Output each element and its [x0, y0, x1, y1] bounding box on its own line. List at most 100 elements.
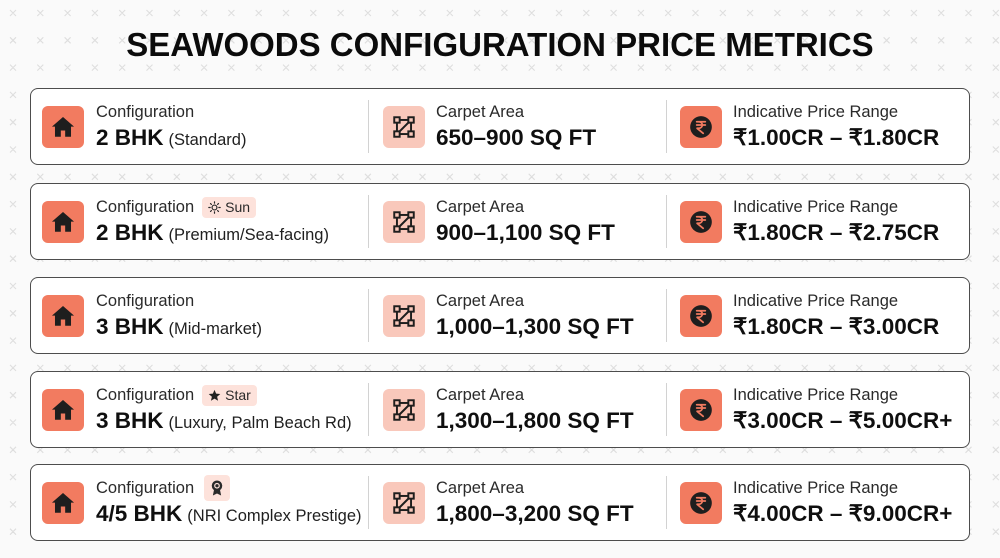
home-icon: [42, 105, 84, 148]
badge-label: Star: [225, 387, 251, 403]
price-range-label: Indicative Price Range: [733, 291, 899, 310]
configuration-value: 3 BHK (Luxury, Palm Beach Rd): [96, 408, 352, 434]
configuration-header: Configuration Sun: [96, 196, 257, 218]
configuration-note: (Standard): [168, 131, 247, 149]
carpet-area-range: 900–1,100 SQ FT: [436, 220, 615, 245]
price-range-label: Indicative Price Range: [733, 197, 899, 216]
star-icon: [208, 389, 221, 402]
configuration-header: Configuration: [96, 475, 231, 501]
price-range-value: ₹1.00CR – ₹1.80CR: [733, 125, 939, 151]
carpet-area-header: Carpet Area: [436, 478, 524, 498]
area-icon: [383, 200, 425, 243]
configuration-label: Configuration: [96, 197, 195, 216]
price-range-header: Indicative Price Range: [733, 385, 898, 405]
configuration-note: (Premium/Sea-facing): [168, 226, 329, 244]
configuration-header: Configuration: [96, 291, 194, 311]
column-divider: [368, 100, 369, 153]
price-range-header: Indicative Price Range: [733, 102, 898, 122]
price-range-label: Indicative Price Range: [733, 102, 899, 121]
price-range-label: Indicative Price Range: [733, 478, 899, 497]
home-icon: [42, 388, 84, 431]
configuration-value: 2 BHK (Premium/Sea-facing): [96, 220, 329, 246]
price-range-value: ₹3.00CR – ₹5.00CR+: [733, 408, 952, 434]
star-badge: Star: [202, 384, 257, 406]
column-divider: [666, 289, 667, 342]
configuration-note: (Luxury, Palm Beach Rd): [168, 414, 352, 432]
configuration-value: 4/5 BHK (NRI Complex Prestige): [96, 501, 362, 527]
sun-badge: Sun: [202, 196, 257, 218]
area-icon: [383, 105, 425, 148]
configuration-type: 2 BHK: [96, 125, 164, 150]
configuration-label: Configuration: [96, 102, 195, 121]
award-icon: [208, 479, 226, 497]
column-divider: [666, 476, 667, 529]
column-divider: [666, 383, 667, 436]
carpet-area-range: 1,300–1,800 SQ FT: [436, 408, 634, 433]
configuration-type: 2 BHK: [96, 220, 164, 245]
rupee-icon: [680, 294, 722, 337]
carpet-area-range: 1,800–3,200 SQ FT: [436, 501, 634, 526]
config-row: Configuration Star 3 BHK (Luxury, Palm Beac…: [30, 371, 970, 448]
price-range-value: ₹4.00CR – ₹9.00CR+: [733, 501, 952, 527]
configuration-label: Configuration: [96, 478, 195, 497]
configuration-label: Configuration: [96, 291, 195, 310]
configuration-value: 2 BHK (Standard): [96, 125, 246, 151]
configuration-type: 3 BHK: [96, 314, 164, 339]
carpet-area-label: Carpet Area: [436, 478, 525, 497]
price-range-value: ₹1.80CR – ₹2.75CR: [733, 220, 939, 246]
carpet-area-range: 1,000–1,300 SQ FT: [436, 314, 634, 339]
carpet-area-range: 650–900 SQ FT: [436, 125, 597, 150]
column-divider: [666, 195, 667, 248]
configuration-type: 3 BHK: [96, 408, 164, 433]
price-range-amount: ₹1.00CR – ₹1.80CR: [733, 125, 940, 150]
column-divider: [368, 383, 369, 436]
config-row: Configuration 2 BHK (Standard) Carpet Area 6…: [30, 88, 970, 165]
area-icon: [383, 294, 425, 337]
carpet-area-header: Carpet Area: [436, 197, 524, 217]
carpet-area-value: 1,000–1,300 SQ FT: [436, 314, 634, 340]
price-range-amount: ₹1.80CR – ₹2.75CR: [733, 220, 940, 245]
price-range-header: Indicative Price Range: [733, 478, 898, 498]
config-row: Configuration 4/5 BHK (NRI Complex Prestig…: [30, 464, 970, 541]
carpet-area-value: 1,800–3,200 SQ FT: [436, 501, 634, 527]
column-divider: [368, 476, 369, 529]
configuration-label: Configuration: [96, 385, 195, 404]
column-divider: [368, 195, 369, 248]
carpet-area-label: Carpet Area: [436, 291, 525, 310]
column-divider: [666, 100, 667, 153]
configuration-value: 3 BHK (Mid-market): [96, 314, 262, 340]
home-icon: [42, 200, 84, 243]
column-divider: [368, 289, 369, 342]
configuration-header: Configuration Star: [96, 384, 257, 406]
price-range-label: Indicative Price Range: [733, 385, 899, 404]
rupee-icon: [680, 200, 722, 243]
page-title: SEAWOODS CONFIGURATION PRICE METRICS: [126, 26, 874, 63]
config-row: Configuration Sun 2 BHK (Premium/Sea-facing…: [30, 183, 970, 260]
price-range-amount: ₹1.80CR – ₹3.00CR: [733, 314, 940, 339]
rupee-icon: [680, 105, 722, 148]
carpet-area-value: 900–1,100 SQ FT: [436, 220, 615, 246]
price-range-amount: ₹3.00CR – ₹5.00CR+: [733, 408, 953, 433]
area-icon: [383, 481, 425, 524]
carpet-area-label: Carpet Area: [436, 385, 525, 404]
rupee-icon: [680, 388, 722, 431]
home-icon: [42, 481, 84, 524]
carpet-area-label: Carpet Area: [436, 102, 525, 121]
award-badge: [204, 475, 231, 501]
config-row: Configuration 3 BHK (Mid-market) Carpet Are…: [30, 277, 970, 354]
sun-icon: [208, 200, 221, 214]
configuration-header: Configuration: [96, 102, 194, 122]
price-range-header: Indicative Price Range: [733, 197, 898, 217]
configuration-note: (Mid-market): [168, 320, 263, 338]
carpet-area-value: 650–900 SQ FT: [436, 125, 596, 151]
home-icon: [42, 294, 84, 337]
carpet-area-value: 1,300–1,800 SQ FT: [436, 408, 634, 434]
configuration-type: 4/5 BHK: [96, 501, 183, 526]
carpet-area-header: Carpet Area: [436, 102, 524, 122]
carpet-area-label: Carpet Area: [436, 197, 525, 216]
configuration-note: (NRI Complex Prestige): [187, 507, 362, 525]
price-range-amount: ₹4.00CR – ₹9.00CR+: [733, 501, 953, 526]
carpet-area-header: Carpet Area: [436, 385, 524, 405]
badge-label: Sun: [225, 199, 251, 215]
area-icon: [383, 388, 425, 431]
